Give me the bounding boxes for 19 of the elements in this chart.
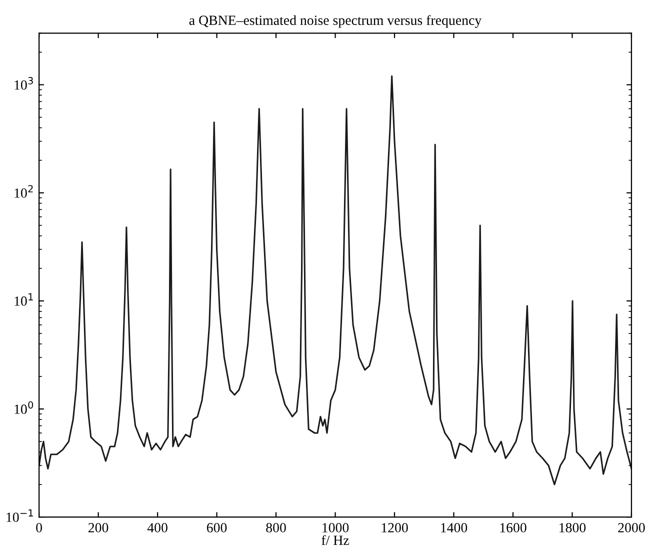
x-tick-label: 1400 xyxy=(441,523,468,532)
x-tick-label: 0 xyxy=(36,523,42,532)
x-tick-label: 1000 xyxy=(322,523,349,532)
chart-title: a QBNE–estimated noise spectrum versus frequency xyxy=(189,15,482,28)
x-tick-label: 200 xyxy=(88,523,108,532)
x-axis-title: f/ Hz xyxy=(322,535,349,545)
x-tick-label: 1600 xyxy=(500,523,526,532)
x-tick-label: 400 xyxy=(147,523,168,532)
x-tick-label: 2000 xyxy=(618,523,645,532)
y-tick-label: 10$^{0}$ xyxy=(14,401,34,414)
x-tick-label: 800 xyxy=(266,523,286,532)
x-tick-label: 600 xyxy=(206,523,227,532)
y-tick-label: 10$^{−1}$ xyxy=(6,509,33,522)
line-series xyxy=(39,75,632,486)
x-tick-label: 1200 xyxy=(382,523,408,532)
y-tick-label: 10$^{3}$ xyxy=(14,77,33,90)
x-tick-label: 1800 xyxy=(560,523,586,532)
y-tick-label: 10$^{1}$ xyxy=(14,293,33,306)
y-tick-label: 10$^{2}$ xyxy=(14,185,33,198)
